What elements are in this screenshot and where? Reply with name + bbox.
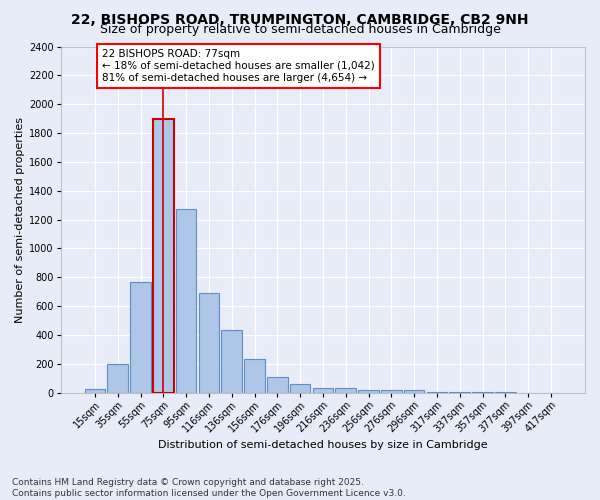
Bar	[221, 330, 242, 392]
Bar	[199, 293, 219, 392]
Y-axis label: Number of semi-detached properties: Number of semi-detached properties	[15, 116, 25, 322]
Bar	[358, 390, 379, 392]
Bar	[85, 389, 105, 392]
Bar	[290, 384, 310, 392]
Bar	[107, 364, 128, 392]
Bar	[381, 390, 401, 392]
X-axis label: Distribution of semi-detached houses by size in Cambridge: Distribution of semi-detached houses by …	[158, 440, 488, 450]
Bar	[404, 390, 424, 392]
Bar	[244, 360, 265, 392]
Text: 22 BISHOPS ROAD: 77sqm
← 18% of semi-detached houses are smaller (1,042)
81% of : 22 BISHOPS ROAD: 77sqm ← 18% of semi-det…	[102, 50, 374, 82]
Bar	[153, 118, 173, 392]
Bar	[335, 388, 356, 392]
Bar	[267, 378, 287, 392]
Text: Contains HM Land Registry data © Crown copyright and database right 2025.
Contai: Contains HM Land Registry data © Crown c…	[12, 478, 406, 498]
Bar	[313, 388, 333, 392]
Text: Size of property relative to semi-detached houses in Cambridge: Size of property relative to semi-detach…	[100, 22, 500, 36]
Bar	[176, 208, 196, 392]
Bar	[130, 282, 151, 393]
Text: 22, BISHOPS ROAD, TRUMPINGTON, CAMBRIDGE, CB2 9NH: 22, BISHOPS ROAD, TRUMPINGTON, CAMBRIDGE…	[71, 12, 529, 26]
